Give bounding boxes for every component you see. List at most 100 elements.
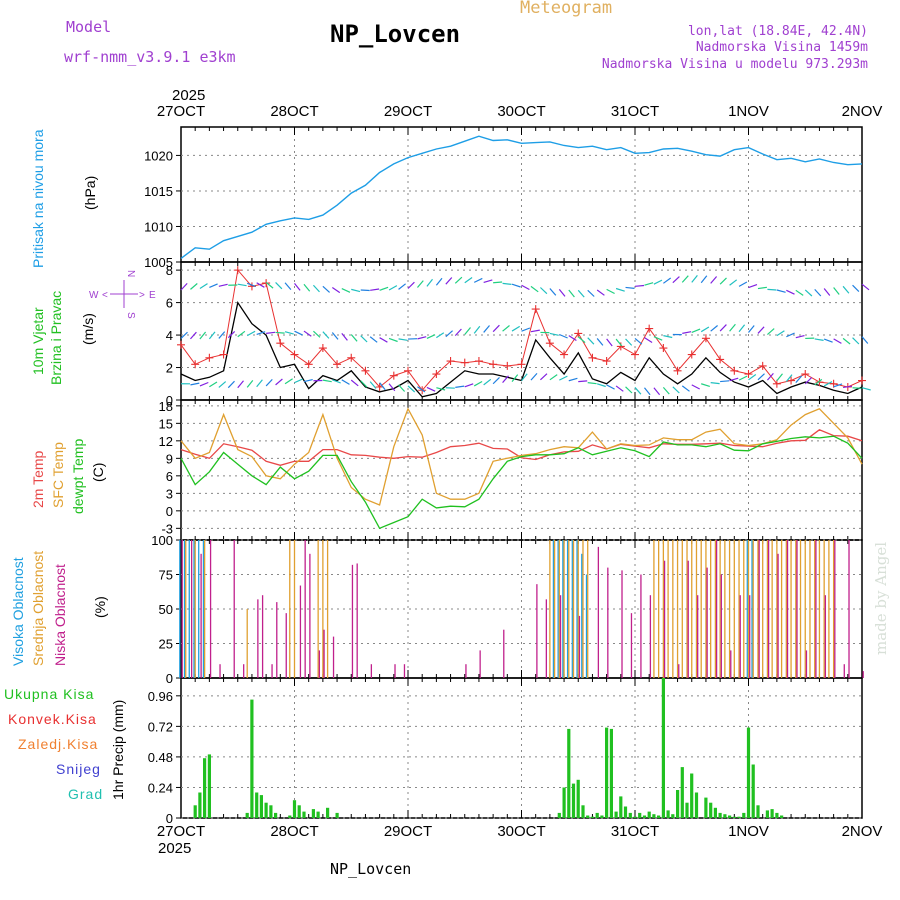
precip-bar bbox=[666, 810, 670, 818]
wind-arrow bbox=[265, 378, 273, 387]
precip-bar bbox=[590, 816, 594, 818]
precip-bar bbox=[619, 796, 623, 818]
wind-arrow bbox=[464, 327, 471, 335]
precip-bar bbox=[581, 805, 585, 818]
wind-arrow bbox=[540, 373, 548, 381]
wind-arrow bbox=[473, 277, 483, 283]
y-tick-label: 0 bbox=[166, 393, 173, 408]
y-tick-label: 0.48 bbox=[148, 750, 173, 765]
wind-arrow bbox=[634, 337, 643, 345]
gust-marker bbox=[333, 360, 342, 369]
wind-arrow bbox=[473, 380, 483, 387]
precip-bar bbox=[638, 812, 642, 818]
wind-arrow bbox=[701, 383, 710, 387]
legend-north: N bbox=[125, 270, 136, 277]
wind-arrow bbox=[388, 337, 398, 343]
wind-arrow bbox=[218, 381, 227, 388]
precip-bar bbox=[567, 728, 571, 818]
wind-arrow bbox=[369, 381, 377, 389]
precip-bar bbox=[302, 811, 306, 818]
wind-arrow bbox=[256, 282, 265, 288]
wind-arrow bbox=[681, 275, 689, 283]
wind-arrow bbox=[351, 288, 361, 293]
precip-bar bbox=[311, 809, 315, 818]
wind-arrow bbox=[511, 374, 519, 382]
y-tick-label: 1015 bbox=[144, 184, 173, 199]
wind-arrow bbox=[417, 336, 427, 340]
wind-arrow bbox=[530, 372, 538, 381]
y-tick-label: 8 bbox=[166, 263, 173, 278]
wind-arrow bbox=[606, 338, 613, 347]
wind-arrow bbox=[596, 289, 605, 296]
gust-marker bbox=[318, 344, 327, 353]
wind-arrow bbox=[776, 289, 786, 293]
y-tick-label: 0.96 bbox=[148, 689, 173, 704]
wind-arrow bbox=[521, 284, 530, 291]
wind-arrow bbox=[748, 325, 755, 333]
wind-arrow bbox=[312, 284, 320, 293]
gust-marker bbox=[389, 371, 398, 380]
legend-east: E bbox=[149, 290, 156, 301]
wind-arrow bbox=[417, 386, 426, 393]
gust-marker bbox=[772, 379, 781, 388]
wind-arrow bbox=[502, 375, 509, 384]
wind-arrow bbox=[322, 379, 332, 383]
y-tick-label: 18 bbox=[159, 399, 173, 414]
wind-arrow bbox=[625, 386, 633, 394]
gust-marker bbox=[815, 378, 824, 387]
wind-arrow bbox=[691, 384, 700, 390]
wind-arrow bbox=[814, 378, 823, 386]
wind-arrow bbox=[767, 328, 775, 335]
wind-arrow bbox=[596, 383, 606, 388]
precip-bar bbox=[586, 815, 590, 818]
precip-bar bbox=[680, 767, 684, 818]
wind-arrow bbox=[350, 334, 358, 342]
wind-arrow bbox=[843, 385, 853, 389]
wind-arrow bbox=[861, 387, 871, 391]
wind-arrow bbox=[190, 382, 200, 386]
precip-bar bbox=[292, 800, 297, 818]
gust-marker bbox=[588, 353, 597, 362]
wind-arrow bbox=[199, 331, 207, 340]
wind-arrow bbox=[615, 287, 625, 292]
gust-marker bbox=[375, 383, 384, 392]
wind-arrow bbox=[180, 331, 188, 339]
sfc-temp-line bbox=[180, 407, 863, 506]
wind-arrow bbox=[852, 284, 860, 293]
gust-marker bbox=[205, 353, 214, 362]
y-tick-label: 100 bbox=[151, 533, 173, 548]
precip-bar bbox=[676, 790, 680, 818]
dewpt-temp-line bbox=[180, 435, 863, 530]
wind-arrow bbox=[833, 383, 843, 388]
wind-arrow bbox=[606, 384, 615, 390]
wind-arrow bbox=[483, 325, 490, 333]
precip-bar bbox=[198, 792, 202, 818]
wind-arrow bbox=[303, 283, 311, 292]
wind-arrow bbox=[644, 282, 654, 286]
wind-arrow bbox=[275, 331, 285, 334]
precip-bar bbox=[576, 779, 580, 818]
gust-marker bbox=[545, 339, 554, 348]
wind-arrow bbox=[842, 285, 850, 294]
wind-arrow bbox=[804, 377, 813, 385]
wind-arrow bbox=[275, 378, 283, 386]
precip-bar bbox=[685, 802, 689, 818]
gust-marker bbox=[631, 350, 639, 359]
precip-bar bbox=[742, 812, 746, 818]
y-tick-label: 1020 bbox=[144, 148, 173, 163]
legend-graupel: Grad bbox=[68, 786, 104, 802]
wind-arrow bbox=[218, 283, 228, 287]
wind-arrow bbox=[227, 380, 235, 389]
gust-marker bbox=[347, 353, 356, 362]
gust-marker bbox=[489, 360, 498, 369]
precip-bar bbox=[614, 811, 618, 818]
wind-arrow bbox=[738, 375, 748, 381]
time-label-top: 30OCT bbox=[497, 103, 545, 120]
wind-arrow bbox=[719, 324, 727, 332]
wind-arrow bbox=[473, 325, 481, 334]
svg-text:<: < bbox=[102, 290, 108, 301]
wind-arrow bbox=[558, 289, 566, 297]
wind-arrow bbox=[407, 281, 415, 289]
wind-arrow bbox=[369, 336, 378, 343]
